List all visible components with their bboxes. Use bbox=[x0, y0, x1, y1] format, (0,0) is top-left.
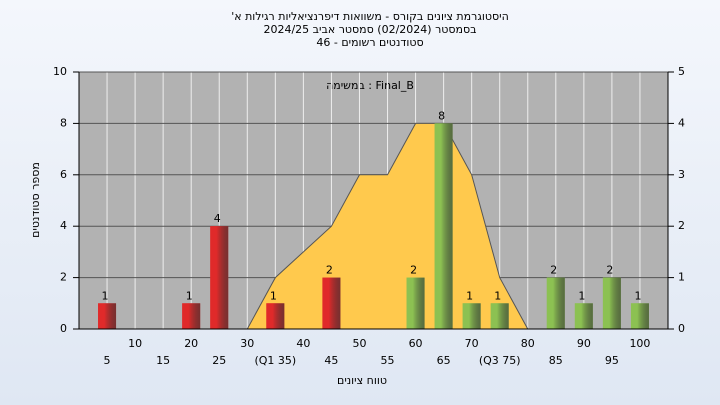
y2-tick-label: 4 bbox=[678, 116, 685, 129]
data-label: 1 bbox=[186, 289, 193, 302]
y2-tick-label: 2 bbox=[678, 219, 685, 232]
x-tick-label: 55 bbox=[381, 354, 395, 367]
bar-shade bbox=[434, 123, 453, 330]
x-tick-label: 90 bbox=[577, 337, 591, 350]
x-tick-label: 30 bbox=[240, 337, 254, 350]
x-tick-label: 60 bbox=[409, 337, 423, 350]
chart-title: היסטוגרמת ציונים בקורס - משוואות דיפרנצי… bbox=[231, 10, 509, 23]
data-label: 1 bbox=[578, 289, 585, 302]
data-label: 8 bbox=[438, 109, 445, 122]
data-label: 2 bbox=[326, 264, 333, 277]
x-tick-label: 40 bbox=[296, 337, 310, 350]
bar-shade bbox=[182, 303, 201, 329]
bar-shade bbox=[630, 303, 649, 329]
x-tick-label: 100 bbox=[629, 337, 650, 350]
data-label: 2 bbox=[606, 264, 613, 277]
y-tick-label: 2 bbox=[60, 271, 67, 284]
data-label: 4 bbox=[214, 212, 221, 225]
y-axis-label: מספר סטודנטים bbox=[29, 162, 42, 238]
data-label: 1 bbox=[466, 289, 473, 302]
bar-shade bbox=[406, 277, 425, 329]
x-tick-label: 70 bbox=[465, 337, 479, 350]
y-tick-label: 0 bbox=[60, 322, 67, 335]
bar-shade bbox=[462, 303, 481, 329]
y2-tick-label: 5 bbox=[678, 65, 685, 78]
x-tick-label: 5 bbox=[104, 354, 111, 367]
data-label: 1 bbox=[270, 289, 277, 302]
data-label: 1 bbox=[102, 289, 109, 302]
bar-shade bbox=[210, 226, 229, 329]
x-tick-label: 65 bbox=[437, 354, 451, 367]
bar-shade bbox=[322, 277, 341, 329]
bar-shade bbox=[546, 277, 565, 329]
bar-shade bbox=[266, 303, 285, 329]
x-tick-label: (Q3 75) bbox=[479, 354, 521, 367]
bar-shade bbox=[574, 303, 593, 329]
x-tick-label: 15 bbox=[156, 354, 170, 367]
x-tick-label: 80 bbox=[521, 337, 535, 350]
chart-title: בסמסטר (02/2024) סמסטר אביב 2024/25 bbox=[263, 23, 476, 36]
y-tick-label: 4 bbox=[60, 219, 67, 232]
data-label: 1 bbox=[494, 289, 501, 302]
data-label: 2 bbox=[550, 264, 557, 277]
y-tick-label: 8 bbox=[60, 116, 67, 129]
data-label: 2 bbox=[410, 264, 417, 277]
x-tick-label: 50 bbox=[352, 337, 366, 350]
bar-shade bbox=[98, 303, 117, 329]
x-tick-label: 25 bbox=[212, 354, 226, 367]
bar-shade bbox=[490, 303, 509, 329]
x-tick-label: 10 bbox=[128, 337, 142, 350]
chart-title: סטודנטים רשומים - 46 bbox=[316, 36, 423, 49]
x-tick-label: 95 bbox=[605, 354, 619, 367]
y-tick-label: 6 bbox=[60, 168, 67, 181]
data-label: 1 bbox=[634, 289, 641, 302]
x-axis-label: טווח ציונים bbox=[337, 374, 387, 387]
x-tick-label: 45 bbox=[324, 354, 338, 367]
y2-tick-label: 1 bbox=[678, 271, 685, 284]
x-tick-label: 20 bbox=[184, 337, 198, 350]
y2-tick-label: 3 bbox=[678, 168, 685, 181]
bar-shade bbox=[602, 277, 621, 329]
annotation: במשימה : Final_B bbox=[326, 79, 414, 92]
y2-tick-label: 0 bbox=[678, 322, 685, 335]
distribution-area bbox=[246, 122, 529, 330]
y-tick-label: 10 bbox=[53, 65, 67, 78]
x-tick-label: 85 bbox=[549, 354, 563, 367]
x-tick-label: (Q1 35) bbox=[254, 354, 296, 367]
